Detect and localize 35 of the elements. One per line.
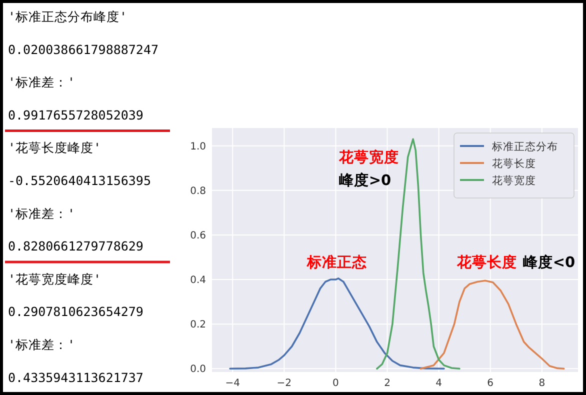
line-series <box>229 278 445 370</box>
annotation: 峰度<0 <box>522 252 576 271</box>
text: '花萼宽度峰度' <box>8 271 102 286</box>
y-tick-label: 0.6 <box>190 230 206 242</box>
text: '标准差：' <box>8 337 76 352</box>
text: '标准差：' <box>8 206 76 221</box>
text: 0.9917655728052039 <box>8 107 144 122</box>
y-tick-label: 0.4 <box>190 275 206 286</box>
y-tick-label: 0.8 <box>190 186 206 197</box>
legend-label: 标准正态分布 <box>491 140 558 153</box>
line-series <box>420 280 565 370</box>
x-tick-label: −4 <box>225 378 240 389</box>
text: '花萼长度峰度' <box>8 140 102 156</box>
x-tick-label: 0 <box>332 378 339 389</box>
text: '标准正态分布峰度' <box>8 9 128 24</box>
x-tick-label: 2 <box>384 378 390 389</box>
annotation: 标准正态 <box>306 254 367 271</box>
y-tick-label: 0.0 <box>190 364 206 376</box>
x-tick-label: 6 <box>487 378 494 389</box>
annotation: 峰度>0 <box>338 170 392 189</box>
y-tick-label: 1.0 <box>190 141 206 152</box>
text: -0.5520640413156395 <box>8 173 151 188</box>
y-tick-label: 0.2 <box>190 320 206 331</box>
x-tick-label: 4 <box>436 378 442 389</box>
text: 0.020038661798887247 <box>8 42 159 57</box>
legend-label: 花萼长度 <box>492 157 536 170</box>
x-tick-label: 8 <box>538 378 546 389</box>
text: '标准差：' <box>8 74 76 90</box>
annotation: 花萼长度 <box>456 252 517 271</box>
text: 0.4335943113621737 <box>8 370 144 385</box>
legend-label: 花萼宽度 <box>492 174 536 187</box>
text: 0.8280661279778629 <box>8 238 144 254</box>
annotation: 花萼宽度 <box>338 148 399 166</box>
text: 0.2907810623654279 <box>8 304 144 320</box>
x-tick-label: −2 <box>276 378 292 389</box>
